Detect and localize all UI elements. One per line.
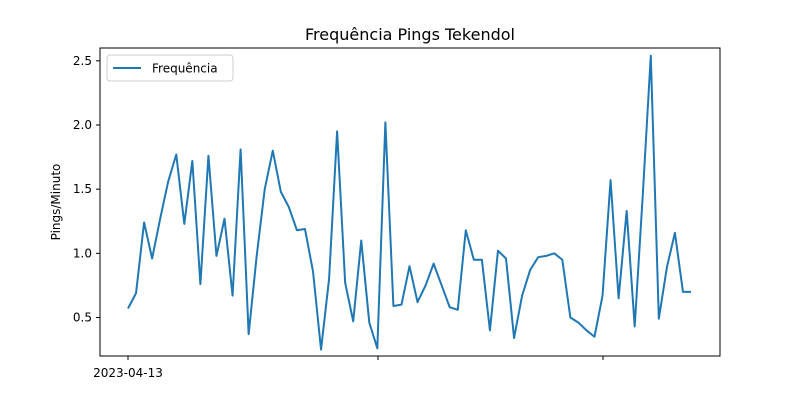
chart-title: Frequência Pings Tekendol: [305, 25, 515, 44]
plot-frame: [99, 47, 721, 357]
legend-label-frequencia: Frequência: [152, 62, 218, 76]
y-tick-label: 0.5: [73, 311, 92, 325]
y-axis-label: Pings/Minuto: [49, 164, 63, 241]
legend-box: [106, 54, 234, 82]
y-axis: 0.5 1.0 1.5 2.0 2.5: [73, 54, 100, 325]
y-tick-label: 1.5: [73, 182, 92, 196]
plot-area: [127, 54, 691, 351]
y-tick-label: 2.0: [73, 118, 92, 132]
series-line-0: [127, 54, 691, 351]
x-tick-label: 2023-04-13: [93, 366, 163, 380]
y-tick-label: 2.5: [73, 54, 92, 68]
y-tick-label: 1.0: [73, 246, 92, 260]
legend: Frequência: [106, 54, 234, 82]
x-axis: 2023-04-13: [93, 356, 604, 380]
